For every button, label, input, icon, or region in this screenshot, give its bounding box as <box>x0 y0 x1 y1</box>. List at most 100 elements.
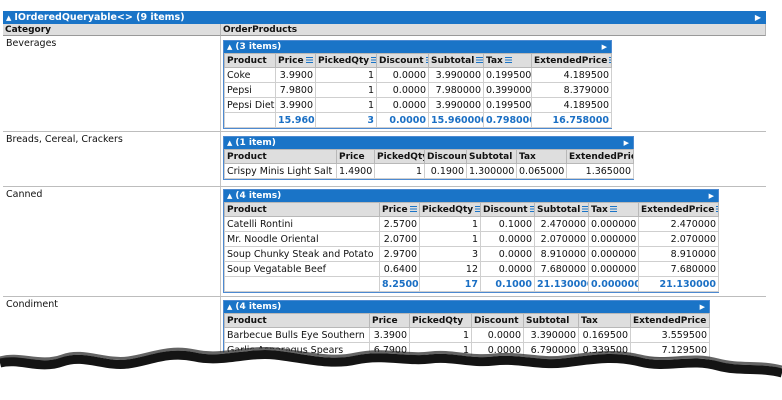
value-cell: 7.680000 <box>534 261 589 277</box>
table-row[interactable]: Mr. Noodle Oriental 2.0700 1 0.0000 2.070000… <box>224 231 719 247</box>
table-row[interactable]: Soup Vegatable Beef 0.6400 12 0.0000 7.68000… <box>224 261 719 277</box>
column-header[interactable]: Subtotal <box>523 313 579 328</box>
column-chart-icon[interactable] <box>504 57 512 63</box>
column-header-label: PickedQty <box>377 151 425 162</box>
column-chart-icon[interactable] <box>409 206 417 212</box>
torn-edge <box>0 346 782 400</box>
table-row[interactable]: Crispy Minis Light Salt 1.4900 1 0.1900 1.30… <box>224 163 634 179</box>
collapse-triangle-icon[interactable]: ▲ <box>227 43 233 51</box>
value-cell: 12 <box>419 261 481 277</box>
column-header[interactable]: Product <box>224 202 380 217</box>
column-chart-icon[interactable] <box>716 206 718 212</box>
category-cell: Breads, Cereal, Crackers <box>6 134 123 145</box>
column-header[interactable]: PickedQty <box>374 149 425 164</box>
value-cell: 7.680000 <box>638 261 719 277</box>
expand-right-arrow-icon[interactable]: ▶ <box>623 139 629 147</box>
column-header[interactable]: Price <box>336 149 375 164</box>
column-header-label: Subtotal <box>469 151 513 162</box>
column-chart-icon[interactable] <box>305 57 313 63</box>
nested-table-header-bar[interactable]: ▲ (3 items) ▶ <box>224 41 611 53</box>
value-cell: 1.300000 <box>466 163 517 179</box>
column-header[interactable]: Discount <box>376 53 429 68</box>
column-header[interactable]: Discount <box>471 313 524 328</box>
column-header[interactable]: Subtotal <box>466 149 517 164</box>
header-category[interactable]: Category <box>3 24 221 36</box>
column-header[interactable]: Tax <box>483 53 532 68</box>
total-cell: 3 <box>315 112 377 128</box>
column-chart-icon[interactable] <box>582 206 588 212</box>
column-header-label: Product <box>227 55 267 66</box>
total-cell: 16.758000 <box>531 112 612 128</box>
column-header[interactable]: Product <box>224 313 370 328</box>
collapse-triangle-icon[interactable]: ▲ <box>227 192 233 200</box>
value-cell: 1 <box>315 67 377 83</box>
result-title-bar[interactable]: ▲ IOrderedQueryable<> (9 items) ▶ <box>3 11 766 24</box>
column-chart-icon[interactable] <box>475 206 480 212</box>
table-row[interactable]: Barbecue Bulls Eye Southern 3.3900 1 0.0000… <box>224 327 710 343</box>
value-cell: 8.910000 <box>638 246 719 262</box>
product-cell: Mr. Noodle Oriental <box>224 231 380 247</box>
collapse-triangle-icon[interactable]: ▲ <box>227 139 233 147</box>
column-header[interactable]: PickedQty <box>409 313 472 328</box>
column-header[interactable]: ExtendedPrice <box>630 313 710 328</box>
column-header[interactable]: Price <box>275 53 316 68</box>
collapse-triangle-icon[interactable]: ▲ <box>6 13 12 22</box>
column-header[interactable]: Price <box>379 202 420 217</box>
expand-right-arrow-icon[interactable]: ▶ <box>699 303 705 311</box>
column-chart-icon[interactable] <box>609 206 617 212</box>
value-cell: 3 <box>419 246 481 262</box>
column-header[interactable]: Discount <box>424 149 467 164</box>
column-header-label: Discount <box>379 55 424 66</box>
product-cell: Soup Chunky Steak and Potato <box>224 246 380 262</box>
result-title: IOrderedQueryable<> (9 items) <box>14 12 185 23</box>
column-header[interactable]: PickedQty <box>419 202 481 217</box>
item-count: (1 item) <box>235 138 276 148</box>
column-chart-icon[interactable] <box>529 206 534 212</box>
value-cell: 3.9900 <box>275 97 316 113</box>
column-header[interactable]: Tax <box>516 149 567 164</box>
column-header[interactable]: Discount <box>480 202 535 217</box>
total-cell: 0.1000 <box>480 276 535 292</box>
table-row[interactable]: Soup Chunky Steak and Potato 2.9700 3 0.000… <box>224 246 719 262</box>
column-header[interactable]: Price <box>369 313 410 328</box>
column-chart-icon[interactable] <box>425 57 428 63</box>
value-cell: 0.199500 <box>483 97 532 113</box>
column-separator <box>220 187 221 296</box>
column-header-label: Subtotal <box>526 315 570 326</box>
column-header[interactable]: Product <box>224 149 337 164</box>
table-row[interactable]: Coke 3.9900 1 0.0000 3.990000 0.199500 4.18950… <box>224 67 612 83</box>
value-cell: 2.070000 <box>638 231 719 247</box>
table-row[interactable]: Pepsi Diet 3.9900 1 0.0000 3.990000 0.199500 4… <box>224 97 612 113</box>
column-header[interactable]: Subtotal <box>428 53 484 68</box>
nested-table-header-bar[interactable]: ▲ (4 items) ▶ <box>224 190 718 202</box>
column-header[interactable]: ExtendedPrice <box>531 53 612 68</box>
column-header[interactable]: PickedQty <box>315 53 377 68</box>
header-orderproducts[interactable]: OrderProducts <box>221 24 766 36</box>
column-header-label: ExtendedPrice <box>633 315 707 326</box>
value-cell: 4.189500 <box>531 67 612 83</box>
expand-right-arrow-icon[interactable]: ▶ <box>601 43 607 51</box>
table-row[interactable]: Catelli Rontini 2.5700 1 0.1000 2.470000 0.00… <box>224 216 719 232</box>
group-row: Breads, Cereal, Crackers ▲ (1 item) ▶ Produc… <box>3 132 766 187</box>
collapse-triangle-icon[interactable]: ▲ <box>227 303 233 311</box>
column-header[interactable]: ExtendedPrice <box>638 202 719 217</box>
expand-right-arrow-icon[interactable]: ▶ <box>754 13 761 22</box>
column-header[interactable]: ExtendedPrice <box>566 149 634 164</box>
total-cell: 17 <box>419 276 481 292</box>
total-cell: 0.798000 <box>483 112 532 128</box>
column-header[interactable]: Tax <box>588 202 639 217</box>
nested-table-header-bar[interactable]: ▲ (4 items) ▶ <box>224 301 709 313</box>
nested-table-header-bar[interactable]: ▲ (1 item) ▶ <box>224 137 633 149</box>
column-header[interactable]: Subtotal <box>534 202 589 217</box>
column-header[interactable]: Product <box>224 53 276 68</box>
table-row[interactable]: Pepsi 7.9800 1 0.0000 7.980000 0.399000 8.3790… <box>224 82 612 98</box>
value-cell: 0.000000 <box>588 231 639 247</box>
expand-right-arrow-icon[interactable]: ▶ <box>708 192 714 200</box>
column-chart-icon[interactable] <box>609 57 611 63</box>
column-chart-icon[interactable] <box>371 57 376 63</box>
nested-products-table: ▲ (4 items) ▶ Product Price PickedQty Discount… <box>223 189 719 293</box>
column-header[interactable]: Tax <box>578 313 631 328</box>
column-header-label: Product <box>227 204 267 215</box>
column-chart-icon[interactable] <box>476 57 483 63</box>
column-header-label: Discount <box>474 315 519 326</box>
